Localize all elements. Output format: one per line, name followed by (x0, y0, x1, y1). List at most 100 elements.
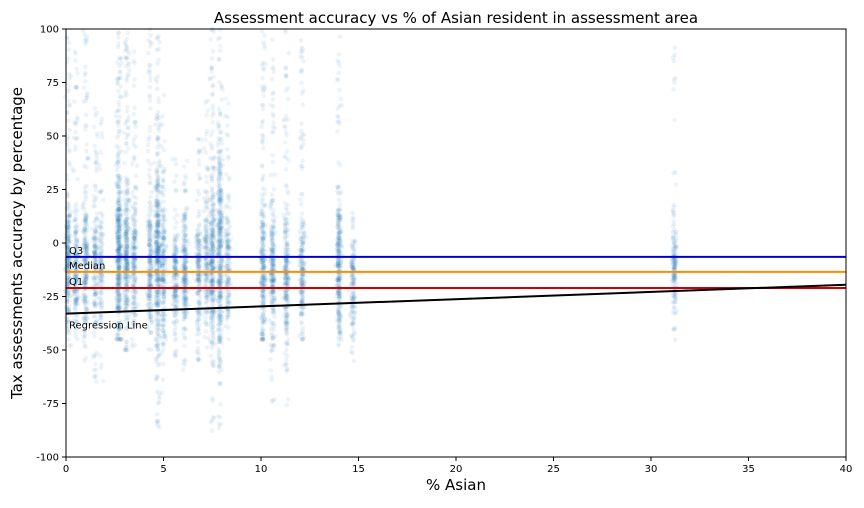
data-point (145, 227, 150, 233)
data-point (97, 260, 103, 266)
data-point (83, 277, 88, 282)
data-point (123, 339, 129, 345)
data-point (72, 259, 77, 265)
data-point (123, 41, 128, 47)
data-point (215, 156, 221, 161)
data-point (93, 301, 99, 307)
data-point (98, 265, 104, 271)
data-point (149, 41, 154, 46)
data-point (118, 207, 123, 213)
data-point (94, 152, 99, 158)
data-point (182, 281, 188, 287)
data-point (130, 261, 136, 267)
data-point (147, 221, 153, 227)
data-point (119, 279, 124, 284)
data-point (74, 291, 80, 297)
data-point (93, 291, 98, 297)
data-point (147, 258, 153, 264)
data-point (284, 341, 290, 347)
data-point (66, 290, 72, 295)
data-point (116, 208, 122, 213)
data-point (130, 243, 135, 248)
data-point (158, 336, 163, 341)
data-point (196, 274, 201, 280)
data-point (148, 261, 154, 266)
data-point (115, 217, 121, 222)
data-point (145, 302, 150, 308)
data-point (117, 186, 122, 192)
data-point (65, 319, 71, 325)
data-point (154, 134, 160, 140)
data-point (83, 313, 89, 319)
data-point (83, 190, 89, 195)
data-point (125, 303, 130, 308)
data-point (148, 267, 153, 272)
data-point (117, 337, 123, 342)
data-point (97, 261, 103, 267)
data-point (132, 276, 137, 281)
data-point (92, 220, 98, 226)
data-point (196, 162, 202, 167)
data-point (115, 119, 121, 125)
data-point (82, 282, 87, 288)
data-point (122, 262, 128, 268)
data-point (157, 396, 162, 401)
data-point (210, 91, 215, 97)
data-point (130, 264, 136, 269)
data-point (226, 192, 231, 197)
data-point (145, 148, 151, 154)
data-point (155, 74, 161, 79)
data-point (67, 220, 72, 226)
data-point (66, 250, 72, 255)
data-point (219, 199, 224, 204)
data-point (148, 249, 154, 254)
data-point (97, 261, 103, 267)
data-point (134, 196, 139, 201)
data-point (113, 180, 119, 186)
data-point (117, 177, 122, 182)
data-point (117, 219, 122, 225)
data-point (73, 301, 78, 307)
data-point (93, 188, 99, 193)
data-point (83, 112, 89, 118)
data-point (148, 250, 154, 256)
data-point (123, 262, 129, 268)
data-point (125, 191, 130, 196)
data-point (73, 244, 78, 249)
data-point (117, 206, 122, 212)
data-point (81, 315, 87, 321)
data-point (131, 157, 137, 163)
data-point (84, 225, 90, 230)
data-point (173, 161, 179, 167)
data-point (146, 296, 151, 302)
data-point (92, 250, 97, 256)
data-point (218, 314, 224, 320)
data-point (124, 294, 129, 300)
data-point (114, 144, 119, 149)
data-point (149, 273, 154, 279)
data-point (81, 238, 87, 243)
data-point (132, 212, 138, 218)
data-point (67, 260, 73, 265)
data-point (215, 143, 221, 148)
data-point (82, 218, 88, 224)
data-point (117, 297, 122, 303)
data-point (149, 318, 154, 323)
data-point (94, 229, 100, 234)
data-point (124, 104, 130, 110)
data-point (148, 243, 153, 249)
data-point (155, 86, 160, 92)
data-point (285, 86, 290, 91)
data-point (115, 199, 121, 205)
data-point (258, 211, 264, 217)
data-point (117, 190, 122, 195)
data-point (217, 381, 223, 386)
data-point (99, 261, 105, 266)
data-point (84, 156, 90, 161)
data-point (98, 336, 104, 342)
data-point (117, 242, 122, 248)
data-point (147, 205, 152, 210)
data-point (81, 229, 87, 234)
data-point (84, 256, 90, 262)
data-point (82, 32, 87, 37)
